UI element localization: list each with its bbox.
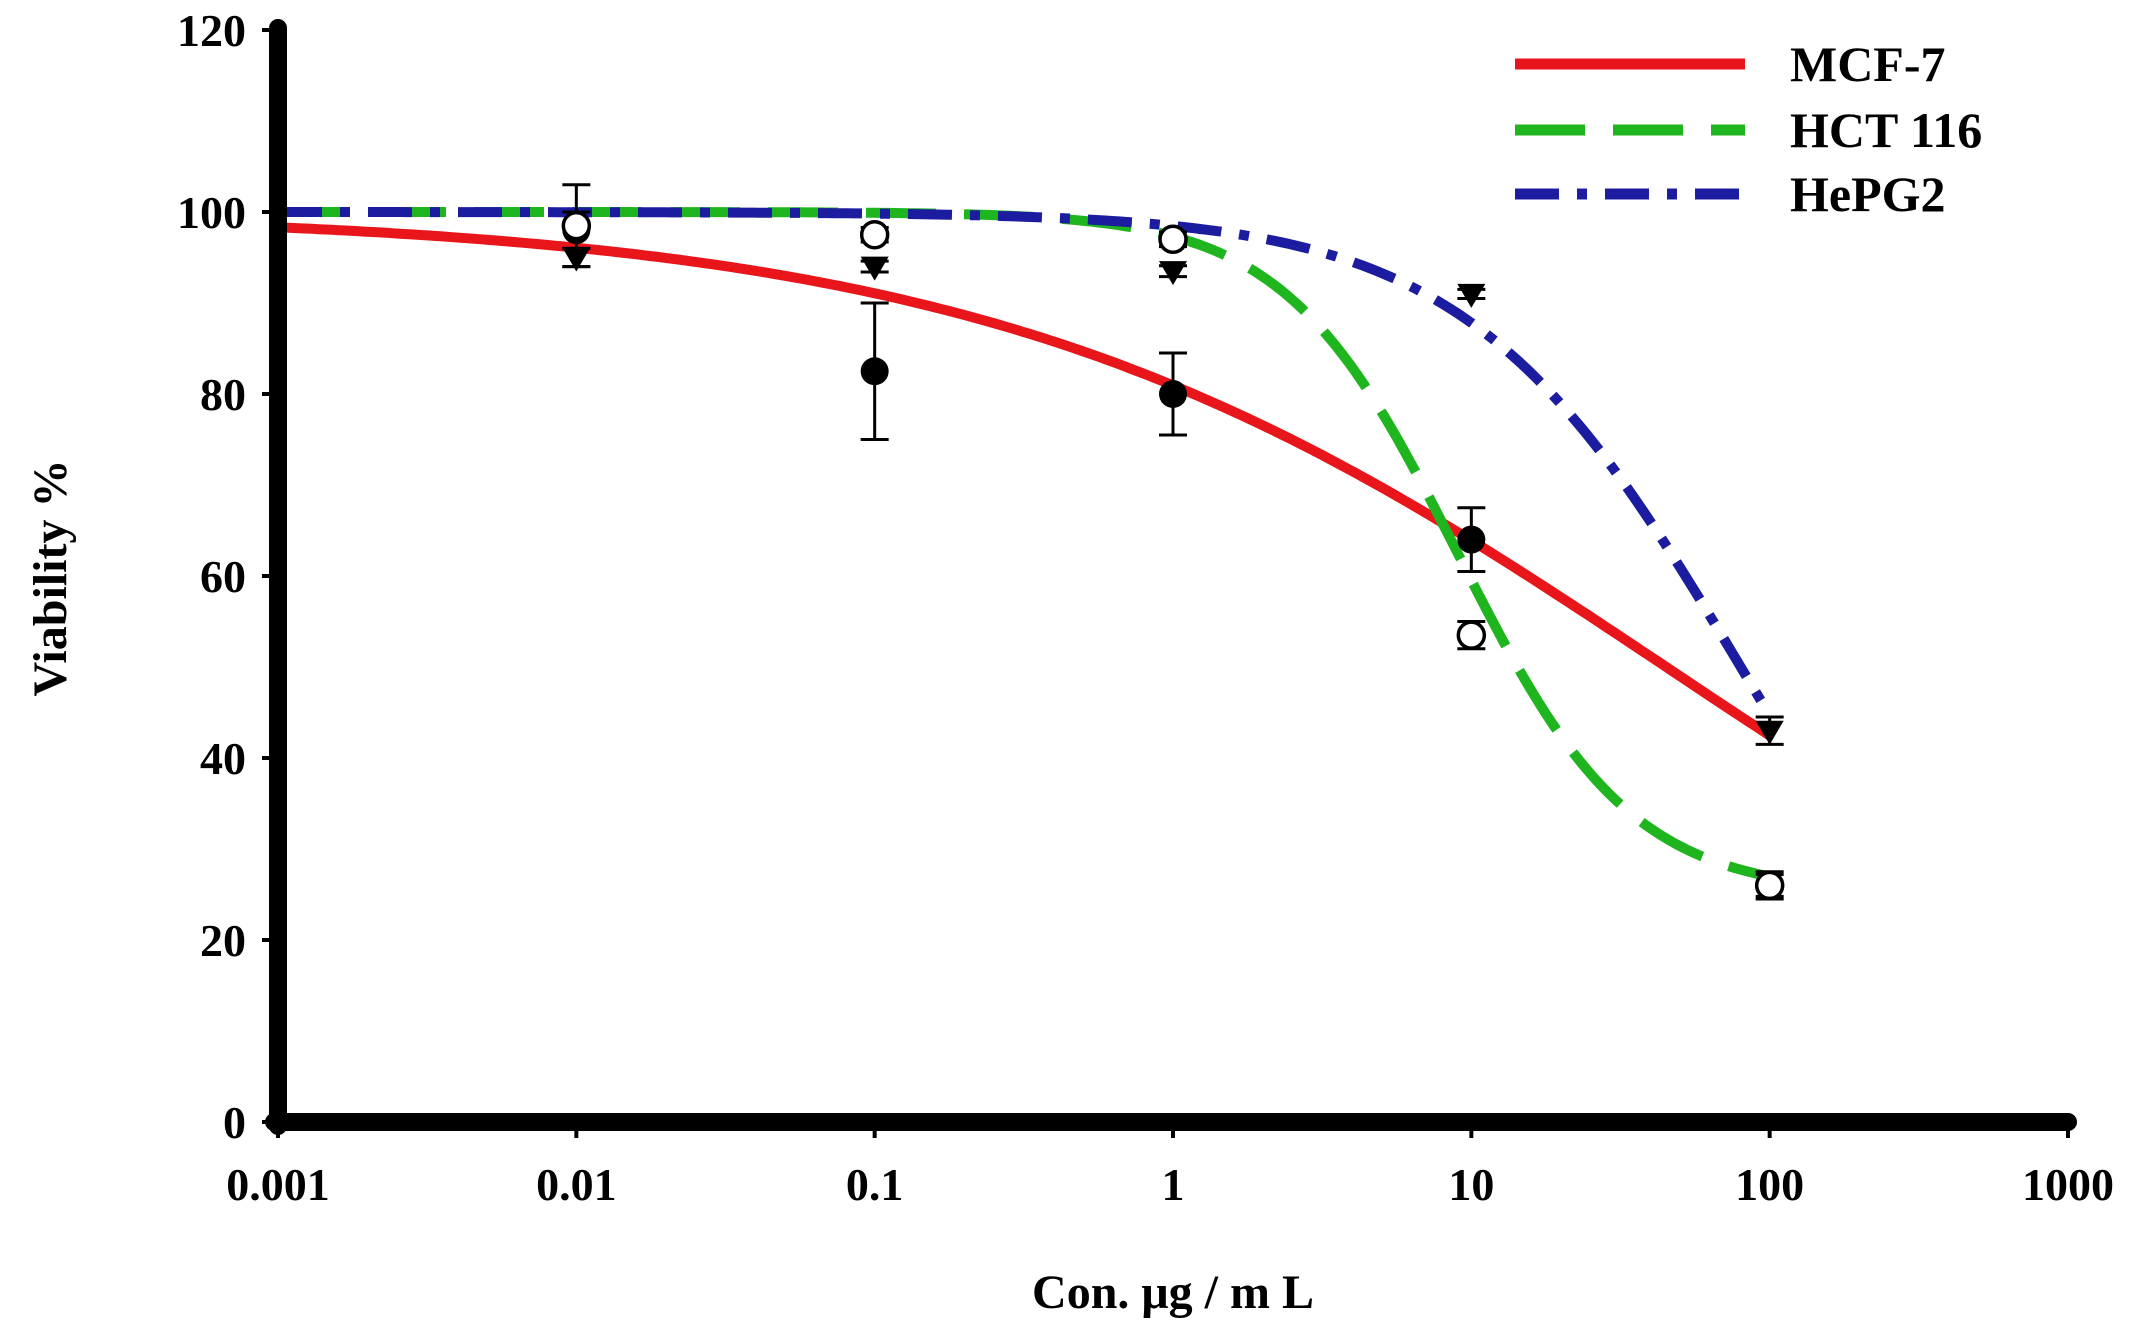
curve-mcf-7	[277, 222, 1773, 740]
point-hct-116	[1158, 224, 1188, 255]
curve-hepg2	[278, 207, 1774, 718]
axes	[262, 19, 2077, 1138]
point-mcf-7	[1457, 525, 1486, 554]
y-tick-label: 0	[223, 1097, 246, 1148]
point-hct-116	[561, 210, 592, 241]
point-hepg2	[562, 247, 591, 272]
x-tick-label: 100	[1735, 1159, 1804, 1210]
point-hepg2	[1755, 720, 1784, 745]
point-mcf-7	[1159, 380, 1187, 408]
data-markers	[561, 183, 1785, 901]
x-tick-label: 0.01	[536, 1159, 617, 1210]
fit-curves	[277, 207, 1774, 882]
y-tick-label: 60	[200, 551, 246, 602]
y-tick-label: 80	[200, 369, 246, 420]
x-tick-label: 0.1	[846, 1159, 904, 1210]
point-hct-116	[1754, 870, 1785, 901]
y-tick-label: 120	[177, 5, 246, 56]
legend: MCF-7 HCT 116 HePG2	[1515, 36, 1982, 222]
y-tick-label: 20	[200, 915, 246, 966]
point-hct-116	[859, 220, 890, 250]
point-hepg2	[1159, 261, 1187, 286]
legend-label: MCF-7	[1790, 36, 1946, 92]
x-tick-label: 0.001	[226, 1159, 330, 1210]
x-tick-label: 1000	[2022, 1159, 2114, 1210]
y-tick-label: 40	[200, 733, 246, 784]
point-hepg2	[1457, 283, 1486, 308]
point-hct-116	[1456, 620, 1487, 650]
y-tick-label: 100	[177, 187, 246, 238]
x-tick-label: 10	[1448, 1159, 1494, 1210]
x-axis-title: Con. μg / m L	[1032, 1266, 1314, 1319]
point-mcf-7	[860, 357, 889, 386]
curve-hct-116	[278, 207, 1771, 882]
legend-label: HCT 116	[1790, 102, 1982, 158]
tick-labels: 0.001 0.01 0.1 1 10 100 1000 0 20 40 60 80 100 120	[177, 5, 2114, 1210]
y-axis-title: Viability %	[24, 460, 77, 697]
legend-label: HePG2	[1790, 166, 1946, 222]
point-hepg2	[860, 256, 889, 281]
x-tick-label: 1	[1162, 1159, 1185, 1210]
